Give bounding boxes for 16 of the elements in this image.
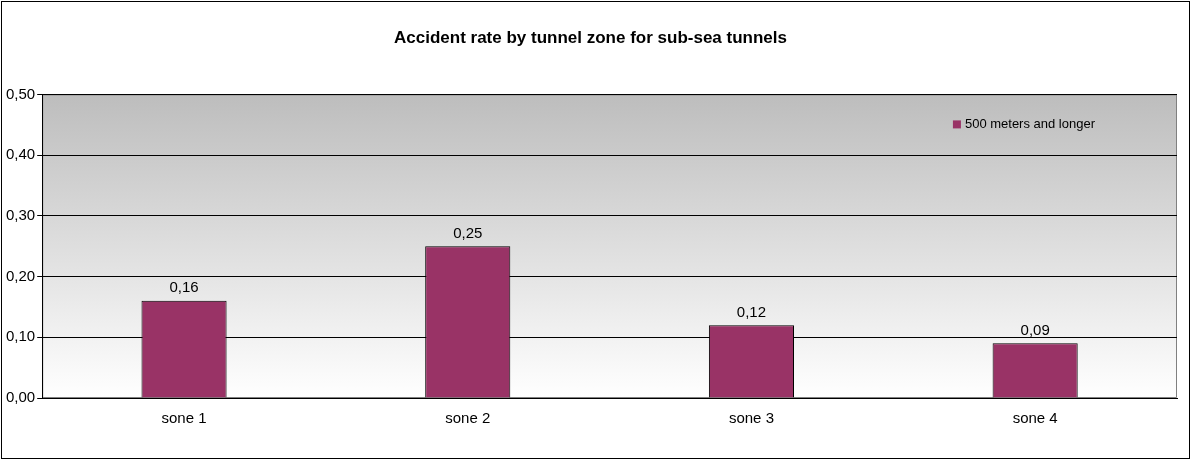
y-tick-label: 0,40 [5,145,36,163]
y-tick-label: 0,00 [5,388,36,406]
x-tick-label: sone 4 [1012,409,1058,427]
data-label: 0,25 [453,223,483,241]
x-tick-label: sone 2 [445,409,491,427]
y-tick-label: 0,50 [5,84,36,102]
y-tick-label: 0,20 [5,266,36,284]
y-tick-label: 0,30 [5,205,36,223]
data-label: 0,09 [1020,320,1050,338]
data-label: 0,12 [736,302,767,320]
x-tick-label: sone 3 [728,409,774,427]
data-label: 0,16 [169,278,199,296]
y-tick-label: 0,10 [5,327,36,345]
chart-title: Accident rate by tunnel zone for sub-sea tunnels [394,27,787,47]
x-tick-label: sone 1 [161,409,207,427]
legend-label: 500 meters and longer [964,115,1096,131]
